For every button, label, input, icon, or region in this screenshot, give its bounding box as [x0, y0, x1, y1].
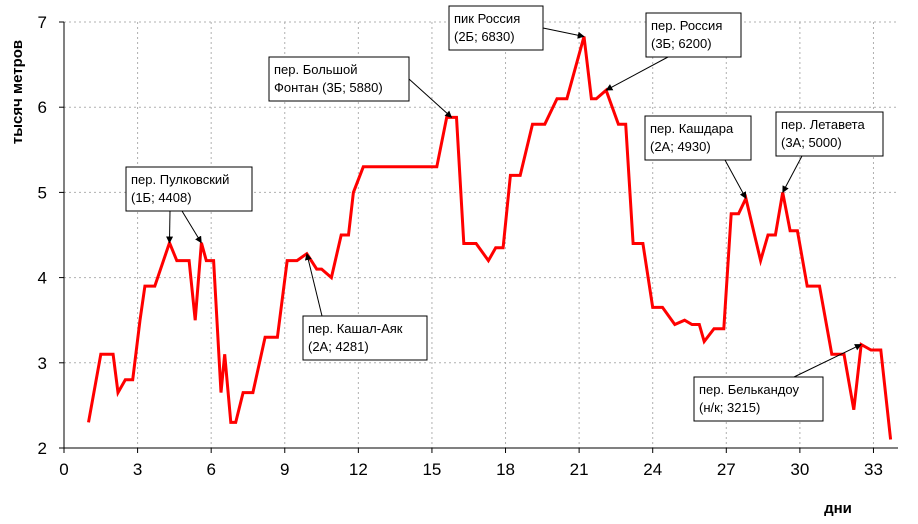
annotation-arrow — [181, 210, 202, 244]
annotation-text: пер. Кашдара — [650, 121, 734, 136]
x-tick-label: 3 — [133, 460, 142, 479]
elevation-line — [87, 36, 893, 440]
axes — [59, 21, 898, 453]
annotation-box — [268, 56, 410, 102]
annotation-arrow — [166, 210, 174, 244]
y-axis-label: тысяч метров — [9, 40, 26, 144]
annotation-text: (2А; 4930) — [650, 139, 711, 154]
x-tick-label: 33 — [864, 460, 883, 479]
annotation-callout: пер. Пулковский (1Б; 4408) — [125, 166, 253, 212]
annotation-arrow — [304, 252, 323, 317]
annotation-text: (1Б; 4408) — [131, 190, 192, 205]
annotation-box — [693, 376, 824, 422]
x-tick-label: 6 — [206, 460, 215, 479]
annotation-text: пер. Белькандоу — [699, 382, 799, 397]
annotation-text: Фонтан (3Б; 5880) — [274, 80, 383, 95]
annotation-callout: пер. Летавета (3А; 5000) — [775, 111, 884, 157]
annotation-text: пер. Россия — [651, 18, 722, 33]
annotation-text: (3Б; 6200) — [651, 36, 712, 51]
annotation-text: пик Россия — [454, 11, 520, 26]
y-tick-label: 4 — [38, 269, 47, 288]
annotation-arrow — [408, 78, 453, 118]
annotation-callout: пер. Россия (3Б; 6200) — [645, 12, 742, 58]
x-tick-label: 27 — [717, 460, 736, 479]
x-tick-label: 21 — [570, 460, 589, 479]
x-axis-label: дни — [824, 500, 852, 517]
annotation-callout: пер. Кашал-Аяк (2А; 4281) — [302, 315, 428, 361]
annotation-text: пер. Пулковский — [131, 172, 229, 187]
annotation-box — [448, 5, 544, 51]
y-tick-label: 5 — [38, 183, 47, 202]
x-tick-label: 30 — [790, 460, 809, 479]
tick-labels: 0 3 6 9 12 15 18 21 24 27 30 33 2 3 4 5 6 7 — [38, 13, 883, 479]
annotation-text: пер. Большой — [274, 62, 357, 77]
annotation-callout: пер. Большой Фонтан (3Б; 5880) — [268, 56, 410, 102]
y-tick-label: 2 — [38, 439, 47, 458]
annotation-arrow — [605, 56, 669, 91]
annotations: пер. Пулковский (1Б; 4408) пер. Кашал-Аяк (… — [125, 5, 884, 422]
annotation-text: пер. Кашал-Аяк — [308, 321, 403, 336]
annotation-box — [775, 111, 884, 157]
annotation-text: (3А; 5000) — [781, 135, 842, 150]
annotation-arrow — [793, 344, 862, 378]
y-tick-label: 7 — [38, 13, 47, 32]
x-tick-label: 24 — [643, 460, 662, 479]
annotation-callout: пер. Кашдара (2А; 4930) — [644, 115, 752, 161]
annotation-box — [645, 12, 742, 58]
annotation-text: (2А; 4281) — [308, 339, 369, 354]
y-tick-label: 6 — [38, 98, 47, 117]
x-tick-label: 15 — [422, 460, 441, 479]
annotation-callout: пер. Белькандоу (н/к; 3215) — [693, 376, 824, 422]
annotation-arrows — [166, 27, 862, 378]
y-tick-label: 3 — [38, 354, 47, 373]
annotation-arrow — [542, 27, 585, 39]
annotation-box — [644, 115, 752, 161]
annotation-text: (н/к; 3215) — [699, 400, 760, 415]
x-tick-label: 0 — [59, 460, 68, 479]
annotation-arrow — [782, 155, 803, 194]
annotation-text: пер. Летавета — [781, 117, 865, 132]
annotation-arrow — [724, 159, 747, 199]
series-layer — [87, 36, 893, 440]
annotation-callout: пик Россия (2Б; 6830) — [448, 5, 544, 51]
annotation-box — [125, 166, 253, 212]
x-tick-label: 9 — [280, 460, 289, 479]
x-tick-label: 12 — [349, 460, 368, 479]
x-tick-label: 18 — [496, 460, 515, 479]
annotation-text: (2Б; 6830) — [454, 29, 515, 44]
annotation-box — [302, 315, 428, 361]
